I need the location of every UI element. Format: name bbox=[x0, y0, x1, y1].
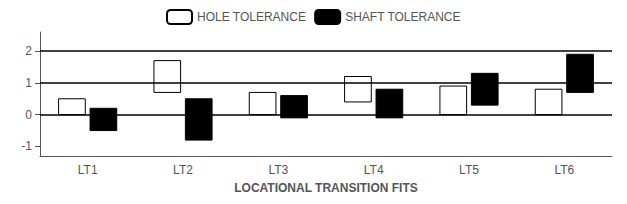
svg-text:LT4: LT4 bbox=[364, 163, 384, 177]
svg-text:-1: -1 bbox=[21, 139, 32, 153]
svg-text:LOCATIONAL TRANSITION FITS: LOCATIONAL TRANSITION FITS bbox=[234, 181, 418, 195]
svg-text:1: 1 bbox=[25, 76, 32, 90]
svg-text:LT1: LT1 bbox=[78, 163, 98, 177]
svg-text:LT2: LT2 bbox=[173, 163, 193, 177]
svg-text:SHAFT TOLERANCE: SHAFT TOLERANCE bbox=[345, 10, 460, 24]
svg-text:HOLE TOLERANCE: HOLE TOLERANCE bbox=[197, 10, 306, 24]
svg-text:LT3: LT3 bbox=[268, 163, 288, 177]
svg-text:LT5: LT5 bbox=[459, 163, 479, 177]
svg-text:2: 2 bbox=[25, 44, 32, 58]
svg-text:0: 0 bbox=[25, 108, 32, 122]
svg-text:LT6: LT6 bbox=[554, 163, 574, 177]
